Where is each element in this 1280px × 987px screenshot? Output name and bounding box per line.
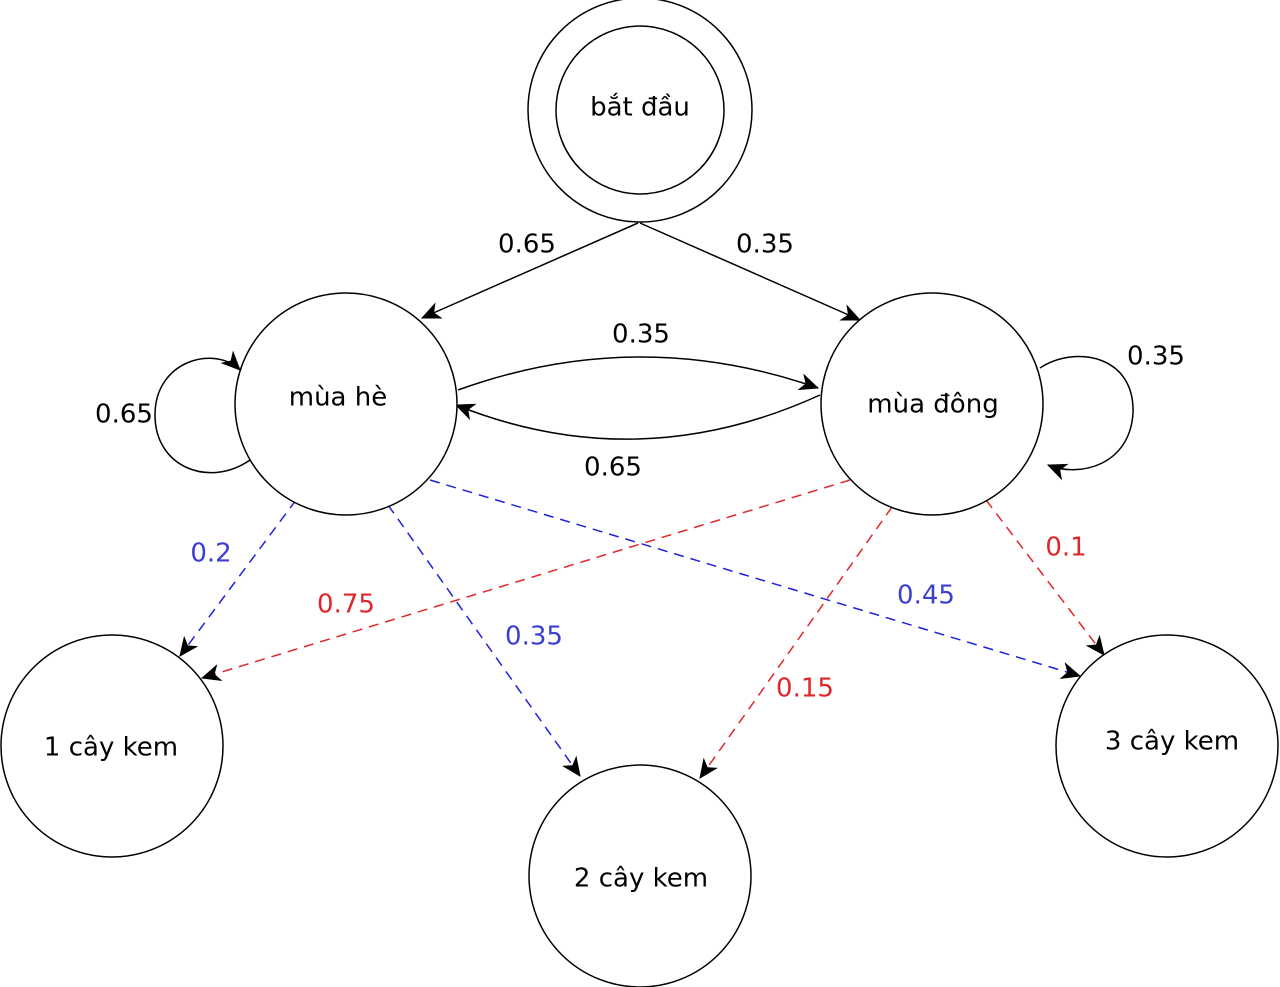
edge-summer-to-three	[429, 479, 1082, 680]
edge-summer-to-one	[179, 499, 297, 657]
edge-winter-to-two	[699, 506, 893, 779]
node-three-icecream-label: 3 cây kem	[1105, 727, 1239, 757]
label-summer-self: 0.65	[95, 400, 153, 430]
label-winter-self: 0.35	[1127, 342, 1185, 372]
edge-winter-to-one	[200, 479, 851, 681]
label-summer-to-two: 0.35	[505, 622, 563, 652]
node-start-label: bắt đầu	[590, 92, 690, 123]
label-winter-to-three: 0.1	[1045, 533, 1086, 563]
node-winter-label: mùa đông	[867, 390, 998, 420]
edge-winter-self-loop	[1039, 355, 1134, 481]
edge-winter-to-summer	[454, 394, 821, 440]
edge-summer-to-two	[387, 504, 581, 777]
edge-summer-to-winter	[457, 356, 820, 391]
label-summer-to-one: 0.2	[190, 539, 231, 569]
node-three-icecream: 3 cây kem	[1055, 634, 1279, 858]
edge-start-to-winter	[639, 222, 862, 321]
label-summer-to-three: 0.45	[897, 581, 955, 611]
node-summer: mùa hè	[234, 292, 458, 516]
node-start: bắt đầu	[527, 0, 753, 223]
node-summer-label: mùa hè	[289, 383, 387, 413]
edge-winter-to-three	[985, 499, 1105, 656]
label-summer-to-winter: 0.35	[612, 320, 670, 350]
label-winter-to-one: 0.75	[317, 590, 375, 620]
node-one-icecream: 1 cây kem	[0, 634, 224, 858]
node-one-icecream-label: 1 cây kem	[44, 733, 178, 763]
label-winter-to-two: 0.15	[776, 674, 834, 704]
edge-start-to-summer	[420, 222, 639, 319]
node-winter: mùa đông	[820, 292, 1044, 516]
label-winter-to-summer: 0.65	[584, 453, 642, 483]
node-two-icecream-label: 2 cây kem	[574, 864, 708, 894]
edge-summer-self-loop	[154, 350, 251, 474]
label-start-to-winter: 0.35	[736, 230, 794, 260]
label-start-to-summer: 0.65	[498, 230, 556, 260]
node-two-icecream: 2 cây kem	[528, 764, 752, 987]
